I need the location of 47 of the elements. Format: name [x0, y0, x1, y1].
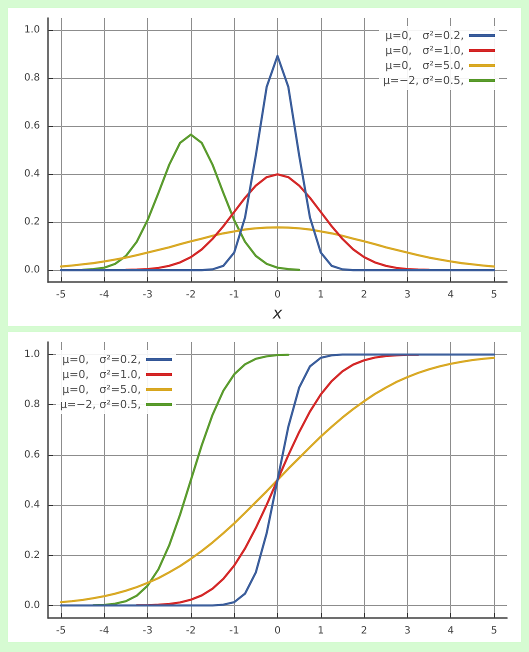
x-tick-label: 3 — [404, 290, 411, 301]
legend-label: μ=−2, σ²=0.5, — [60, 398, 142, 411]
x-tick-label: -4 — [99, 290, 110, 301]
y-tick-label: 0.4 — [24, 500, 40, 511]
x-tick-label: -3 — [142, 626, 153, 636]
x-axis-title: x — [272, 304, 283, 322]
legend-label: μ=0, σ²=5.0, — [62, 383, 142, 396]
y-tick-label: 0.4 — [24, 168, 40, 180]
line-series — [60, 54, 496, 272]
line-series — [124, 173, 430, 271]
x-tick-label: 5 — [490, 626, 498, 636]
legend-label: μ=0, σ²=0.2, — [62, 353, 142, 366]
legend-label: μ=0, σ²=5.0, — [385, 59, 464, 72]
x-tick-label: 0 — [274, 626, 281, 636]
x-tick-label: -1 — [229, 626, 240, 636]
y-tick-label: 0.8 — [24, 72, 40, 84]
y-tick-label: 0.2 — [24, 550, 40, 561]
x-tick-label: -5 — [56, 290, 66, 301]
x-tick-label: -3 — [142, 290, 153, 301]
x-tick-label: -2 — [186, 626, 196, 636]
x-tick-label: 2 — [360, 626, 368, 636]
x-tick-label: -1 — [229, 290, 240, 301]
x-tick-label: 3 — [404, 626, 411, 636]
y-tick-label: 0.2 — [24, 216, 40, 228]
legend-label: μ=0, σ²=1.0, — [62, 368, 142, 381]
y-tick-label: 0.6 — [24, 120, 40, 132]
legend-label: μ=0, σ²=1.0, — [385, 44, 464, 57]
y-tick-label: 0.0 — [24, 600, 40, 611]
x-tick-label: 5 — [490, 290, 498, 301]
x-tick-label: 1 — [318, 626, 324, 636]
x-tick-label: -5 — [56, 626, 66, 636]
legend-label: μ=0, σ²=0.2, — [385, 29, 464, 42]
x-tick-label: 0 — [274, 290, 281, 301]
x-tick-label: 4 — [448, 626, 454, 636]
line-series — [82, 134, 300, 271]
legend-label: μ=−2, σ²=0.5, — [382, 74, 464, 87]
x-tick-label: -4 — [99, 626, 110, 636]
x-tick-label: 2 — [360, 290, 368, 301]
x-tick-label: 1 — [318, 290, 324, 301]
y-tick-label: 0.6 — [24, 449, 40, 460]
x-tick-label: 4 — [448, 290, 454, 301]
line-series — [60, 226, 496, 268]
y-tick-label: 1.0 — [24, 24, 40, 36]
x-tick-label: -2 — [186, 290, 196, 301]
y-tick-label: 0.0 — [24, 264, 40, 276]
y-tick-label: 1.0 — [24, 349, 40, 360]
y-tick-label: 0.8 — [24, 399, 40, 410]
